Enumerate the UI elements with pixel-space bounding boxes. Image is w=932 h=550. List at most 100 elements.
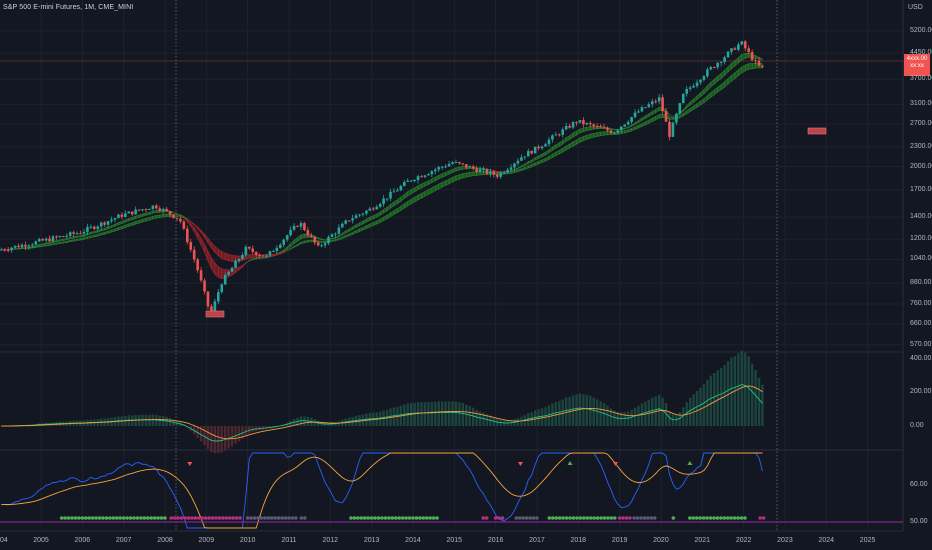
ema-ribbon-fast: [200, 236, 205, 253]
ema-ribbon-slow: [45, 244, 50, 247]
candle-body: [413, 180, 416, 182]
macd-histogram-bar: [678, 411, 682, 426]
candle-body: [671, 122, 675, 137]
candle-body: [571, 122, 575, 128]
ema-ribbon-slow: [128, 222, 133, 227]
signal-dot: [118, 516, 123, 520]
ema-ribbon-fast: [421, 181, 426, 189]
signal-dot: [424, 516, 429, 520]
candle-body: [68, 232, 72, 236]
ema-ribbon-slow: [56, 242, 61, 245]
candle-body: [595, 126, 599, 128]
candle-body: [599, 126, 602, 128]
ema-ribbon-slow: [49, 243, 54, 246]
price-axis-label: 2700.00: [910, 119, 932, 127]
time-axis-label: 2020: [653, 537, 669, 544]
ema-ribbon-slow: [352, 230, 357, 235]
macd-histogram-bar: [713, 373, 716, 426]
signal-dot: [349, 516, 353, 520]
ema-ribbon-slow: [510, 170, 515, 174]
ema-ribbon-fast: [541, 151, 546, 158]
candle-body: [203, 280, 206, 292]
ema-ribbon-slow: [142, 217, 147, 223]
signal-dot: [176, 516, 180, 520]
signal-dot: [606, 516, 610, 520]
candle-body: [471, 166, 475, 169]
candle-body: [382, 198, 385, 204]
macd-histogram-bar: [564, 397, 568, 426]
candle-body: [392, 191, 396, 193]
signal-dot: [652, 516, 657, 520]
time-axis-label: 2018: [570, 537, 587, 544]
macd-histogram-bar: [606, 405, 609, 426]
currency-label[interactable]: USD: [908, 4, 923, 11]
candle-body: [10, 247, 13, 251]
macd-histogram-bar: [551, 403, 554, 426]
signal-dot: [715, 516, 720, 520]
candle-body: [533, 146, 537, 154]
ema-ribbon-slow: [362, 225, 367, 231]
signal-dot: [145, 516, 150, 520]
macd-axis-label: 400.00: [910, 355, 932, 362]
macd-histogram-bar: [706, 379, 709, 426]
candle-body: [261, 255, 265, 257]
ema-ribbon-slow: [462, 172, 467, 179]
candle-body: [292, 225, 296, 230]
signal-dot: [632, 516, 636, 520]
macd-histogram-bar: [530, 412, 533, 426]
ema-ribbon-slow: [359, 226, 364, 232]
candle-body: [265, 255, 268, 257]
ema-ribbon-fast: [372, 213, 378, 220]
macd-histogram-bar: [430, 401, 434, 426]
candle-body: [726, 51, 730, 58]
ema-ribbon-slow: [527, 164, 533, 169]
signal-dot: [299, 516, 304, 520]
sell-triangle-icon: [612, 462, 618, 466]
signal-dot: [736, 516, 740, 520]
ema-ribbon-fast: [738, 53, 743, 64]
signal-dot: [418, 516, 422, 520]
signal-dot: [722, 516, 727, 520]
ema-ribbon-fast: [376, 211, 381, 218]
candle-body: [650, 101, 654, 105]
macd-histogram-bar: [471, 407, 475, 426]
candle-body: [309, 235, 313, 237]
macd-histogram-bar: [220, 426, 223, 453]
candle-body: [199, 270, 203, 281]
signal-dot: [193, 516, 198, 520]
time-axis-label: 2011: [281, 537, 297, 544]
signal-dot: [602, 516, 607, 520]
ema-ribbon-fast: [717, 72, 722, 82]
candle-body: [268, 251, 272, 256]
ema-ribbon-fast: [297, 234, 302, 242]
candle-body: [82, 231, 86, 234]
macd-histogram-bar: [420, 402, 423, 426]
signal-dot: [554, 516, 559, 520]
macd-histogram-bar: [440, 401, 444, 426]
ema-ribbon-fast: [121, 219, 126, 225]
candle-body: [416, 176, 420, 181]
ema-ribbon-fast: [682, 104, 688, 112]
ema-ribbon-fast: [734, 56, 739, 67]
signal-dot: [609, 516, 614, 520]
candle-body: [623, 124, 627, 127]
ema-ribbon-fast: [631, 122, 636, 127]
signal-dot: [179, 516, 184, 520]
candle-body: [347, 220, 351, 222]
candle-body: [244, 246, 248, 255]
candle-body: [454, 161, 458, 163]
macd-histogram-bar: [230, 426, 234, 447]
signal-dot: [97, 516, 102, 520]
ema-ribbon-slow: [245, 254, 250, 260]
ema-ribbon-fast: [755, 55, 760, 60]
ema-ribbon-slow: [414, 194, 419, 203]
price-axis-label: 1040.00: [910, 255, 932, 263]
candle-body: [723, 57, 726, 62]
ema-ribbon-slow: [731, 72, 736, 82]
candle-body: [175, 217, 179, 219]
signal-dot: [407, 516, 412, 520]
ema-ribbon-fast: [552, 144, 557, 151]
candle-body: [79, 233, 82, 235]
